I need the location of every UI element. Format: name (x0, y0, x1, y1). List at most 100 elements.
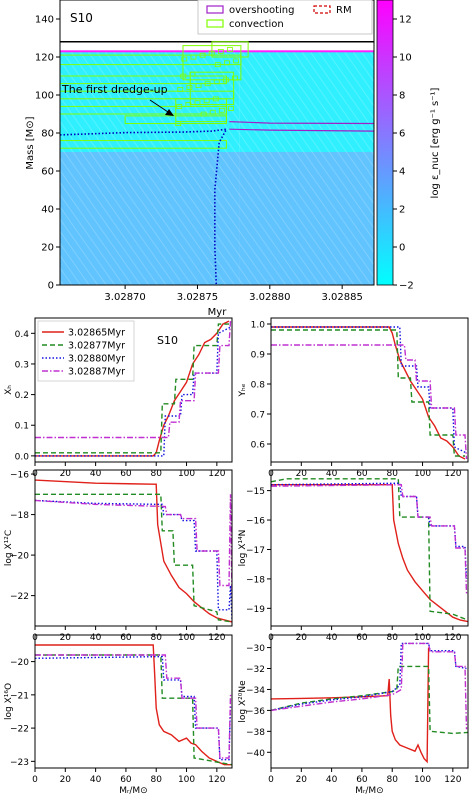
convection-cell-25 (200, 111, 207, 117)
y-tick-label: −23 (10, 758, 29, 768)
panel-frame (270, 469, 469, 627)
colorbar: −2 0 2 4 6 8 10 12 log ε_nuc [erg g⁻¹ s⁻¹] (376, 0, 441, 292)
series-line-3.02880Myr (271, 482, 468, 579)
series-line-3.02880Myr (271, 642, 467, 712)
kippenhahn-panel: 3.02870 3.02875 3.02880 3.02885 0 20 40 60 80 100… (25, 0, 375, 318)
y-tick-label: −18 (10, 511, 29, 521)
x-tick-label: 0 (32, 775, 38, 785)
overshoot-boundary-upper (229, 121, 374, 125)
convection-cell-27 (214, 62, 221, 68)
x-tick-label: 100 (414, 775, 431, 785)
convection-cell-16 (228, 106, 234, 111)
colorbar-gradient (376, 0, 394, 286)
colorbar-label: log ε_nuc [erg g⁻¹ s⁻¹] (430, 87, 441, 198)
x-tick-label: 60 (356, 469, 368, 479)
profile-panel-5: 0 20 40 60 80 100 120 −23 −22 −21 −20 log X¹⁶O Mᵣ/M⊙ (4, 634, 233, 795)
top-y-tick-label: 140 (35, 15, 54, 26)
series-line-3.02880Myr (35, 326, 231, 457)
legend-swatch-convection (206, 19, 224, 28)
x-axis-label: Mᵣ/M⊙ (355, 786, 383, 795)
y-tick-label: −30 (246, 644, 265, 654)
y-tick-label: −16 (10, 471, 29, 481)
x-tick-label: 100 (178, 633, 195, 643)
y-tick-label: −22 (10, 725, 29, 735)
x-tick-label: 80 (151, 775, 163, 785)
x-tick-label: 60 (356, 633, 368, 643)
colorbar-tick-label: 2 (399, 205, 405, 216)
top-x-tick-label: 3.02885 (321, 292, 362, 303)
convection-cell-2 (189, 71, 196, 77)
y-tick-label: −22 (10, 592, 29, 602)
x-tick-label: 60 (356, 775, 368, 785)
y-tick-label: −18 (246, 575, 265, 585)
top-y-tick-label: 20 (41, 243, 54, 254)
annotation-text: The first dredge-up (61, 83, 168, 96)
convection-cell-18 (181, 56, 188, 62)
legend-label-3.02865Myr: 3.02865Myr (68, 328, 125, 339)
y-tick-label: −19 (246, 605, 265, 615)
convection-cell-15 (190, 54, 197, 60)
colorbar-tick-label: 0 (399, 243, 405, 254)
panel-frame (270, 634, 469, 769)
convection-cell-14 (213, 79, 220, 85)
series-line-3.02865Myr (35, 479, 232, 623)
convection-cell-7 (194, 100, 201, 106)
profile-title: S10 (157, 334, 178, 347)
profile-panel-6: 0 20 40 60 80 100 120 −40 −38 −36 −34 −32 −30 log X²⁰… (238, 634, 469, 795)
x-tick-label: 120 (444, 775, 461, 785)
convection-cell-8 (232, 75, 238, 81)
y-axis-label: log X¹²C (4, 530, 14, 566)
convection-cell-0 (175, 121, 182, 126)
x-tick-label: 40 (326, 469, 338, 479)
y-tick-label: −36 (246, 707, 265, 717)
x-tick-label: 20 (60, 469, 72, 479)
top-y-tick-label: 0 (48, 281, 54, 292)
y-axis-label: Yₕₑ (238, 383, 248, 397)
legend-label-3.02877Myr: 3.02877Myr (68, 341, 125, 352)
y-tick-label: −32 (246, 665, 265, 675)
convection-zone-9 (211, 41, 249, 58)
y-tick-label: −38 (246, 728, 265, 738)
convection-cell-23 (186, 85, 193, 90)
y-axis-label: log X¹⁶O (4, 683, 14, 720)
convection-cell-19 (218, 107, 225, 113)
series-line-3.02865Myr (35, 644, 232, 766)
series-line-3.02877Myr (35, 654, 232, 766)
panel-label: S10 (70, 11, 93, 25)
convection-cell-4 (203, 98, 210, 104)
x-tick-label: 120 (208, 775, 225, 785)
y-tick-label: 0.6 (251, 441, 266, 451)
series-line-3.02865Myr (271, 484, 468, 623)
legend-label-convection: convection (229, 19, 284, 30)
convection-cell-10 (185, 102, 192, 107)
overshoot-boundary-lower (229, 128, 374, 132)
y-tick-label: −34 (246, 686, 265, 696)
series-line-3.02887Myr (35, 321, 232, 439)
y-axis-label: log X²⁰Ne (238, 680, 248, 723)
colorbar-tick-label: 8 (399, 91, 405, 102)
y-tick-label: 0.8 (251, 381, 266, 391)
colorbar-tick-label: 6 (399, 129, 405, 140)
top-x-label: Myr (208, 307, 228, 318)
top-y-tick-label: 60 (41, 167, 54, 178)
y-tick-label: −20 (10, 658, 29, 668)
series-line-3.02877Myr (35, 323, 229, 454)
convection-cell-9 (208, 50, 215, 56)
convection-zone-7 (189, 71, 235, 105)
convection-cell-6 (217, 49, 224, 54)
convection-cell-26 (177, 87, 184, 92)
legend-swatch-overshooting (206, 5, 224, 14)
convection-zone-8 (175, 98, 227, 123)
series-line-3.02877Myr (271, 665, 468, 735)
y-tick-label: 0.9 (251, 351, 266, 361)
y-tick-label: 0.2 (15, 391, 29, 401)
convection-cell-5 (180, 73, 187, 79)
x-tick-label: 100 (178, 775, 195, 785)
y-tick-label: 0.1 (15, 422, 29, 432)
profile-legend: 3.02865Myr 3.02877Myr 3.02880Myr 3.02887Myr (37, 320, 135, 382)
y-tick-label: 0.3 (15, 360, 29, 370)
